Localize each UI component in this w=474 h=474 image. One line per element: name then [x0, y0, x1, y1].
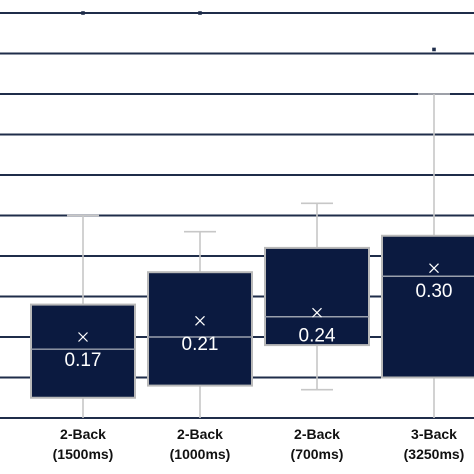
outlier-0-0 — [81, 11, 85, 15]
category-label-3-line2: (3250ms) — [404, 446, 465, 462]
mean-value-label-1: 0.21 — [182, 334, 219, 355]
mean-value-label-3: 0.30 — [416, 281, 453, 302]
box-3 — [381, 234, 474, 379]
mean-marker-1-b — [195, 315, 205, 326]
category-label-2-line2: (700ms) — [291, 446, 344, 462]
outlier-3-0 — [432, 47, 436, 52]
box-0 — [30, 303, 136, 399]
category-label-1-line2: (1000ms) — [170, 446, 231, 462]
category-labels: 2-Back (1500ms) 2-Back (1000ms) 2-Back (700ms… — [53, 426, 465, 462]
box-2 — [264, 246, 370, 347]
plot-area: 0.17 0.21 0.24 0.30 — [30, 11, 474, 418]
mean-marker-0-b — [78, 332, 88, 342]
mean-marker-2-b — [312, 307, 322, 318]
mean-marker-3-b — [429, 263, 439, 274]
mean-value-label-0: 0.17 — [65, 350, 102, 371]
box-1 — [147, 271, 253, 387]
category-label-3-line1: 3-Back — [411, 426, 457, 442]
outlier-1-0 — [198, 11, 202, 15]
category-label-0-line2: (1500ms) — [53, 446, 114, 462]
category-label-1-line1: 2-Back — [177, 426, 223, 442]
category-label-2-line1: 2-Back — [294, 426, 340, 442]
mean-value-label-2: 0.24 — [299, 326, 336, 347]
category-label-0-line1: 2-Back — [60, 426, 106, 442]
